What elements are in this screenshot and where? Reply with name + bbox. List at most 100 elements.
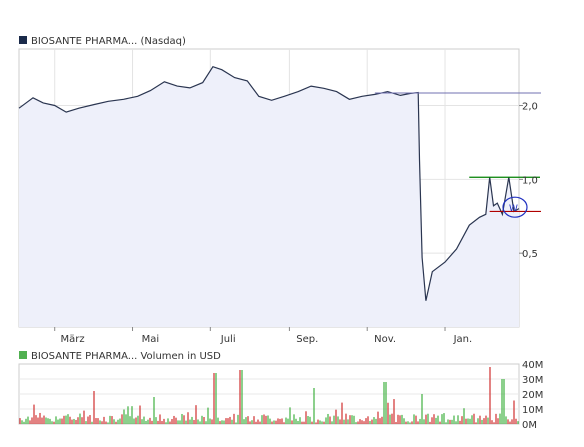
volume-bar bbox=[237, 414, 239, 424]
volume-bar bbox=[103, 416, 105, 424]
volume-bar bbox=[329, 416, 331, 424]
volume-bar bbox=[255, 421, 257, 424]
volume-bar bbox=[75, 419, 77, 424]
price-line bbox=[18, 65, 520, 301]
volume-y-tick-label: 10M bbox=[522, 405, 543, 416]
volume-bar bbox=[287, 418, 289, 424]
volume-bar bbox=[465, 418, 467, 424]
volume-bar bbox=[319, 420, 321, 424]
volume-bar bbox=[59, 418, 61, 424]
volume-bar bbox=[317, 419, 319, 424]
volume-bar bbox=[199, 421, 201, 424]
volume-bar bbox=[397, 414, 399, 424]
volume-bar bbox=[209, 418, 211, 424]
price-area bbox=[19, 66, 519, 327]
volume-bar bbox=[91, 421, 93, 424]
volume-bar bbox=[107, 422, 109, 424]
pattern-ellipse-label: W bbox=[509, 204, 518, 214]
volume-bar bbox=[105, 421, 107, 424]
volume-bar bbox=[439, 421, 441, 424]
volume-bar bbox=[339, 419, 341, 424]
volume-bar bbox=[307, 416, 309, 424]
volume-bar bbox=[157, 420, 159, 424]
volume-bar bbox=[367, 416, 369, 424]
volume-bar bbox=[281, 418, 283, 424]
volume-bar bbox=[197, 419, 199, 424]
volume-bar bbox=[407, 421, 409, 424]
pattern-ellipse bbox=[502, 196, 528, 218]
volume-bar bbox=[269, 418, 271, 424]
volume-bar bbox=[349, 415, 351, 424]
volume-bar bbox=[165, 422, 167, 424]
volume-bar bbox=[121, 414, 123, 424]
volume-bar bbox=[365, 418, 367, 424]
volume-bar bbox=[61, 418, 63, 424]
volume-bars bbox=[19, 367, 519, 424]
volume-bar bbox=[211, 419, 213, 424]
volume-bar bbox=[433, 414, 435, 424]
volume-bar bbox=[73, 418, 75, 424]
volume-y-tick-label: 30M bbox=[522, 375, 543, 386]
volume-bar bbox=[179, 420, 181, 424]
price-x-tick-label: Mai bbox=[142, 334, 160, 345]
volume-bar bbox=[359, 419, 361, 424]
volume-bar bbox=[445, 422, 447, 424]
volume-bar bbox=[39, 412, 41, 424]
volume-bar bbox=[493, 422, 495, 424]
volume-bar bbox=[313, 388, 315, 424]
volume-bar bbox=[473, 413, 475, 424]
volume-bar bbox=[101, 421, 103, 424]
volume-bar bbox=[515, 418, 517, 424]
volume-bar bbox=[513, 400, 515, 424]
volume-bar bbox=[285, 417, 287, 424]
volume-bar bbox=[51, 421, 53, 424]
volume-bar bbox=[123, 409, 125, 424]
volume-bar bbox=[181, 413, 183, 424]
volume-bar bbox=[505, 416, 507, 424]
volume-bar bbox=[221, 420, 223, 424]
volume-bar bbox=[233, 413, 235, 424]
volume-bar bbox=[295, 418, 297, 424]
volume-bar bbox=[341, 402, 343, 424]
volume-bar bbox=[413, 414, 415, 424]
volume-bar bbox=[71, 419, 73, 424]
volume-bar bbox=[311, 421, 313, 424]
volume-bar bbox=[463, 408, 465, 424]
volume-bar bbox=[377, 411, 379, 424]
volume-bar bbox=[115, 421, 117, 424]
volume-bar bbox=[149, 417, 151, 424]
volume-bar bbox=[263, 414, 265, 424]
volume-bar bbox=[131, 406, 133, 424]
volume-bar bbox=[201, 415, 203, 424]
volume-bar bbox=[251, 420, 253, 424]
volume-bar bbox=[429, 421, 431, 424]
volume-bar bbox=[163, 418, 165, 424]
volume-bar bbox=[109, 415, 111, 424]
volume-bar bbox=[331, 421, 333, 424]
volume-bar bbox=[159, 414, 161, 424]
volume-bar bbox=[381, 416, 383, 424]
volume-bar bbox=[487, 417, 489, 424]
volume-bar bbox=[369, 421, 371, 424]
volume-bar bbox=[327, 413, 329, 424]
volume-bar bbox=[247, 416, 249, 424]
volume-bar bbox=[273, 420, 275, 424]
volume-bar bbox=[351, 415, 353, 424]
volume-bar bbox=[205, 421, 207, 424]
volume-bar bbox=[41, 417, 43, 424]
volume-bar bbox=[355, 422, 357, 424]
volume-bar bbox=[277, 418, 279, 424]
volume-bar bbox=[235, 422, 237, 424]
volume-bar bbox=[475, 422, 477, 424]
volume-bar bbox=[249, 421, 251, 424]
volume-bar bbox=[417, 421, 419, 424]
volume-bar bbox=[379, 418, 381, 424]
volume-y-tick-label: 20M bbox=[522, 390, 543, 401]
volume-bar bbox=[171, 418, 173, 424]
volume-legend-swatch bbox=[19, 351, 27, 359]
volume-bar bbox=[83, 410, 85, 424]
volume-bar bbox=[223, 420, 225, 424]
volume-bar bbox=[293, 414, 295, 424]
volume-bar bbox=[441, 414, 443, 424]
volume-bar bbox=[335, 409, 337, 424]
